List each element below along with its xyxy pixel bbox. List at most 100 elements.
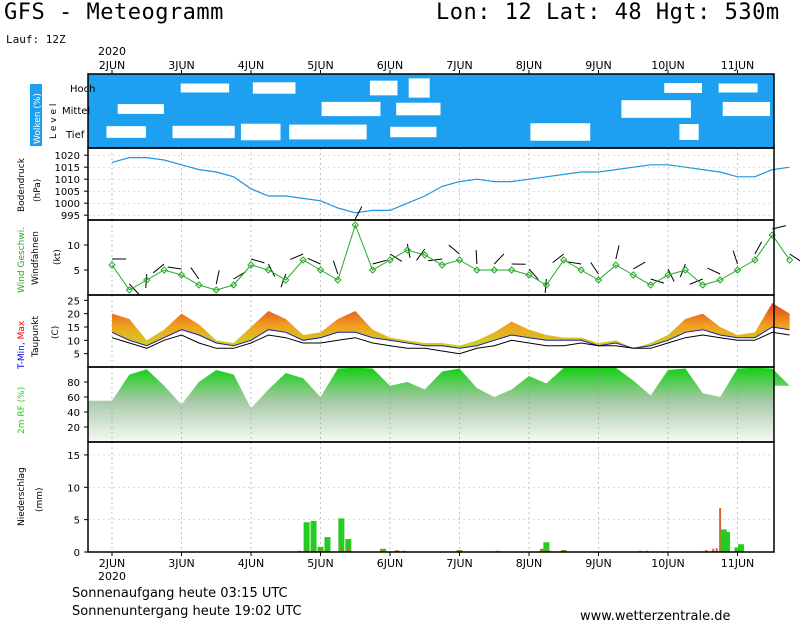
date-label-top: 3JUN xyxy=(168,59,195,72)
precip-bar-rain xyxy=(324,537,331,552)
date-label-top: 7JUN xyxy=(446,59,473,72)
date-label-bottom: 6JUN xyxy=(377,557,404,570)
wind-barb xyxy=(707,267,721,275)
temp-tick-label: 10 xyxy=(67,336,80,347)
wind-speed-marker xyxy=(664,271,672,279)
year-label-bottom: 2020 xyxy=(98,570,126,583)
date-label-bottom: 8JUN xyxy=(516,557,543,570)
precip-bar-rain xyxy=(303,522,310,552)
temp-tick-label: 5 xyxy=(74,350,80,361)
wind-barb xyxy=(552,253,565,264)
precip-tick-label: 15 xyxy=(67,451,80,462)
humidity-axis-label: 2m RF (%) xyxy=(17,387,27,434)
precip-bar-conv xyxy=(312,550,315,552)
precip-unit-label: (mm) xyxy=(35,487,45,512)
wind-speed-marker xyxy=(560,256,568,264)
wind-barb xyxy=(290,253,304,260)
wind-speed-marker xyxy=(473,266,481,274)
wind-barb xyxy=(354,206,363,220)
precip-bar-conv xyxy=(562,550,565,552)
precip-bar-conv xyxy=(382,550,385,552)
panel-frame xyxy=(87,219,775,296)
precip-axis-label: Niederschlag xyxy=(17,467,27,526)
precip-bar-rain xyxy=(338,518,345,552)
wind-speed-marker xyxy=(785,256,794,264)
date-label-top: 2JUN xyxy=(99,59,126,72)
wind-tick-label: 10 xyxy=(67,241,80,252)
wind-speed-marker xyxy=(334,276,342,284)
wind-speed-marker xyxy=(160,266,168,274)
precip-bar-rain xyxy=(310,520,317,552)
clear-sky-block xyxy=(718,83,758,93)
wind-barb xyxy=(167,266,182,270)
pressure-tick-label: 1000 xyxy=(55,199,80,210)
wind-speed-marker xyxy=(542,281,551,289)
wind-barb xyxy=(307,257,321,265)
precip-tick-label: 5 xyxy=(74,516,80,527)
precip-bar-conv xyxy=(347,546,350,552)
clear-sky-block xyxy=(289,124,367,140)
date-label-top: 5JUN xyxy=(307,59,334,72)
pressure-axis-label: Bodendruck xyxy=(17,157,27,212)
wind-speed-marker xyxy=(612,261,620,269)
wind-barb xyxy=(428,258,443,262)
precip-bar-rain xyxy=(317,546,324,552)
clear-sky-block xyxy=(679,124,699,140)
wind-barb xyxy=(475,249,478,265)
cloud-axis-label: Wolken (%) xyxy=(33,93,43,144)
level-label-high: Hoch xyxy=(70,84,95,95)
pressure-line xyxy=(111,157,790,214)
precip-bar-rain xyxy=(737,544,744,552)
precip-bar-rain xyxy=(734,547,741,552)
wind-barb xyxy=(129,283,140,295)
wind-speed-marker xyxy=(351,221,359,229)
date-label-bottom: 10JUN xyxy=(651,557,685,570)
website-link[interactable]: www.wetterzentrale.de xyxy=(580,609,731,624)
panel-frame xyxy=(87,147,775,221)
clear-sky-block xyxy=(321,101,381,117)
date-label-bottom: 11JUN xyxy=(721,557,755,570)
temp-axis-label: T-Min, Max xyxy=(17,320,27,370)
wind-speed-marker xyxy=(525,271,533,279)
tmin-label: T-Min, xyxy=(17,339,27,370)
date-label-top: 9JUN xyxy=(585,59,612,72)
wind-speed-marker xyxy=(455,256,464,264)
clear-sky-block xyxy=(408,78,430,98)
clear-sky-block xyxy=(369,80,398,96)
humidity-tick-label: 80 xyxy=(67,378,80,389)
date-label-bottom: 7JUN xyxy=(446,557,473,570)
wind-axis-label: Wind Geschwi. xyxy=(17,227,27,293)
clear-sky-block xyxy=(117,104,164,114)
wind-barb xyxy=(590,262,599,275)
wind-speed-marker xyxy=(316,266,325,274)
wind-barb xyxy=(567,261,582,265)
humidity-area xyxy=(88,367,790,442)
wind-barb xyxy=(372,259,387,265)
clear-sky-block xyxy=(722,101,770,117)
precip-bar-conv xyxy=(715,548,718,552)
windfahnen-label: Windfahnen xyxy=(31,231,41,285)
precip-bar-rain xyxy=(345,539,352,552)
wind-speed-marker xyxy=(143,276,151,284)
clear-sky-block xyxy=(390,126,437,138)
precip-bar-conv xyxy=(541,550,544,552)
wind-barb xyxy=(448,244,460,255)
wind-barb xyxy=(754,241,763,255)
level-axis-label: L e v e l xyxy=(49,104,59,139)
level-label-low: Tief xyxy=(65,130,85,141)
date-label-top: 10JUN xyxy=(651,59,685,72)
wind-barb xyxy=(190,267,200,280)
wind-speed-marker xyxy=(299,256,307,264)
wind-barb xyxy=(732,250,738,265)
tmax-label: Max xyxy=(17,320,27,339)
temp-tick-label: 15 xyxy=(67,323,80,334)
precip-bar-conv xyxy=(395,550,398,552)
wind-speed-line xyxy=(111,223,791,291)
sunrise-text: Sonnenaufgang heute 03:15 UTC xyxy=(72,586,288,601)
wind-speed-marker xyxy=(733,266,742,274)
clear-sky-block xyxy=(621,100,691,118)
wind-barb xyxy=(416,248,426,261)
wind-barb xyxy=(528,268,539,280)
wind-speed-marker xyxy=(125,286,134,294)
wind-speed-marker xyxy=(212,286,220,294)
